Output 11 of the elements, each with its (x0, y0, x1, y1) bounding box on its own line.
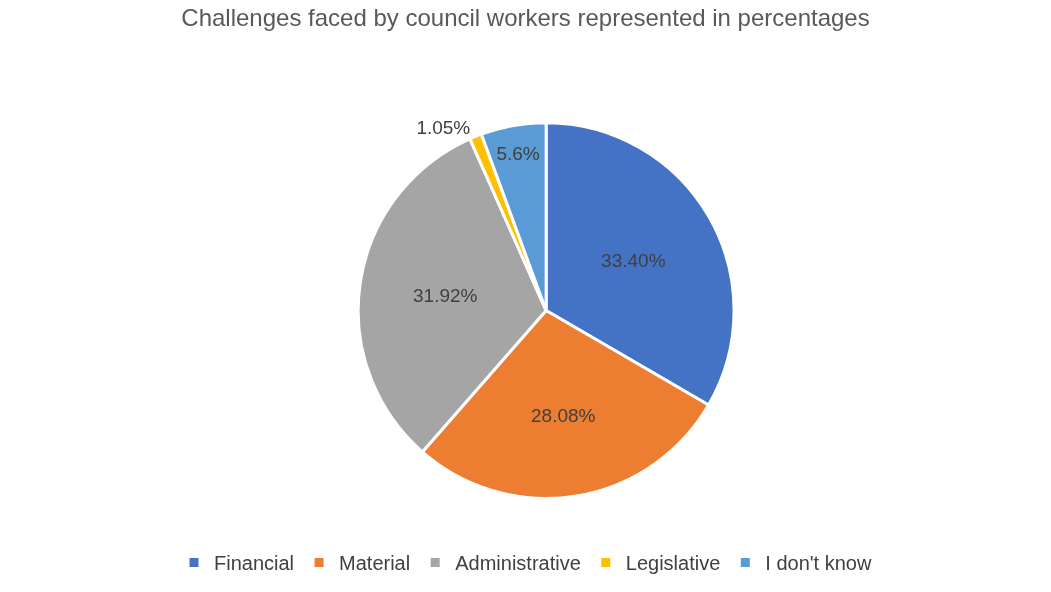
data-label: 31.92% (413, 284, 478, 306)
data-label: 28.08% (530, 404, 596, 426)
legend-label: Material (339, 552, 411, 575)
data-label: 33.40% (601, 249, 666, 271)
data-label: 5.6% (496, 142, 540, 164)
legend-label: Legislative (625, 552, 721, 575)
legend-label: Administrative (455, 552, 581, 575)
legend-label: Financial (214, 552, 295, 575)
data-label: 1.05% (416, 116, 471, 138)
chart-title: Challenges faced by council workers represented in percentages (181, 3, 870, 31)
legend-label: I don't know (765, 552, 872, 575)
